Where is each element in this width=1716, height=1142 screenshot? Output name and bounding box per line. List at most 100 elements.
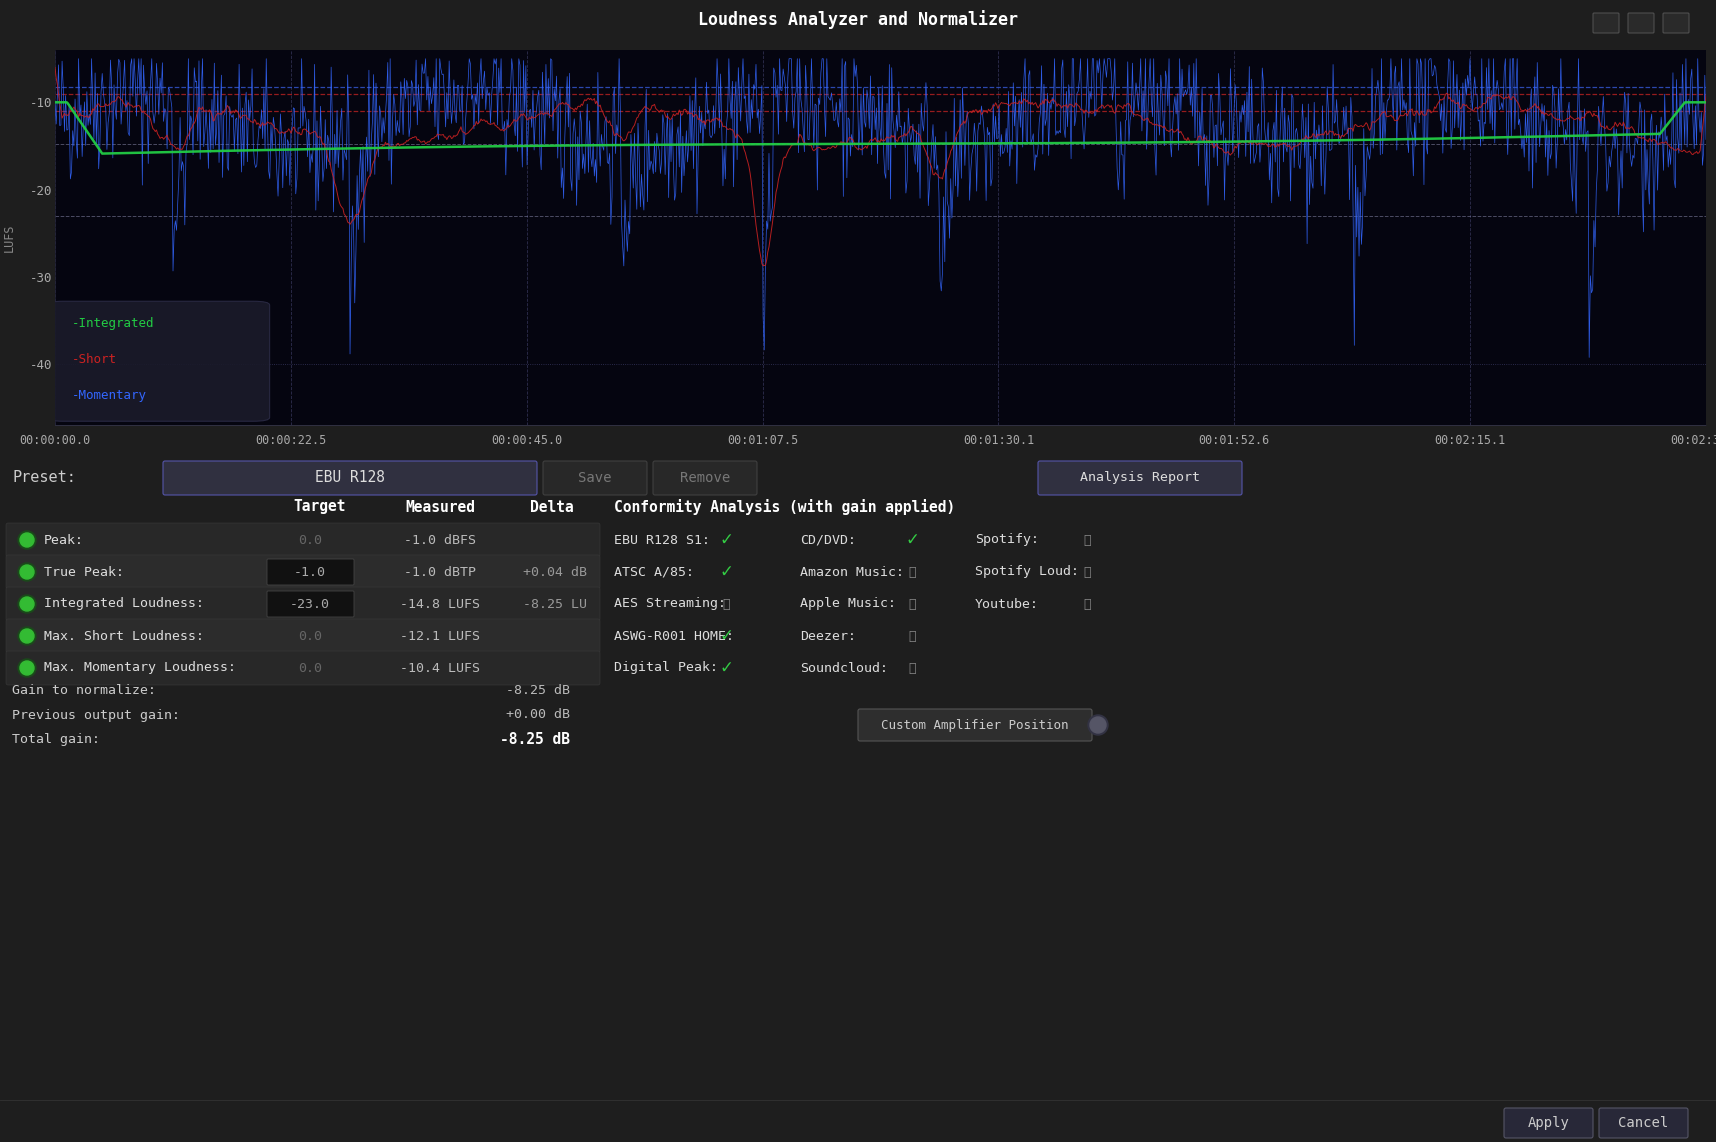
Text: 00:00:45.0: 00:00:45.0 bbox=[491, 434, 563, 447]
Text: Custom Amplifier Position: Custom Amplifier Position bbox=[882, 718, 1069, 732]
Text: ATSC A/85:: ATSC A/85: bbox=[614, 565, 693, 579]
Text: 0.0: 0.0 bbox=[299, 629, 323, 643]
Text: EBU R128: EBU R128 bbox=[316, 471, 384, 485]
FancyBboxPatch shape bbox=[5, 555, 601, 589]
Text: ✓: ✓ bbox=[719, 531, 733, 549]
Text: Save: Save bbox=[578, 471, 611, 485]
Circle shape bbox=[1090, 717, 1107, 733]
Text: CD/DVD:: CD/DVD: bbox=[800, 533, 856, 547]
Text: ✕: ✕ bbox=[1673, 13, 1680, 25]
FancyBboxPatch shape bbox=[542, 461, 647, 494]
Text: Soundcloud:: Soundcloud: bbox=[800, 661, 887, 675]
Text: 0.0: 0.0 bbox=[299, 661, 323, 675]
Text: Apple Music:: Apple Music: bbox=[800, 597, 896, 611]
Text: -Momentary: -Momentary bbox=[72, 388, 146, 402]
Circle shape bbox=[21, 533, 34, 547]
Circle shape bbox=[1088, 715, 1109, 735]
Text: □: □ bbox=[1637, 13, 1644, 25]
FancyBboxPatch shape bbox=[858, 709, 1091, 741]
Text: -8.25 LU: -8.25 LU bbox=[523, 597, 587, 611]
Circle shape bbox=[17, 531, 36, 549]
Text: 00:02:37.7: 00:02:37.7 bbox=[1670, 434, 1716, 447]
FancyBboxPatch shape bbox=[1599, 1108, 1689, 1137]
Text: ASWG-R001 HOME:: ASWG-R001 HOME: bbox=[614, 629, 734, 643]
Text: AES Streaming:: AES Streaming: bbox=[614, 597, 726, 611]
Text: Total gain:: Total gain: bbox=[12, 732, 100, 746]
Text: 🎧: 🎧 bbox=[908, 661, 916, 675]
FancyBboxPatch shape bbox=[1503, 1108, 1592, 1137]
Text: ✓: ✓ bbox=[719, 627, 733, 645]
Text: 0.0: 0.0 bbox=[299, 533, 323, 547]
Text: -12.1 LUFS: -12.1 LUFS bbox=[400, 629, 480, 643]
Circle shape bbox=[17, 595, 36, 613]
Text: Youtube:: Youtube: bbox=[975, 597, 1038, 611]
Text: 00:00:22.5: 00:00:22.5 bbox=[256, 434, 326, 447]
Text: Max. Short Loudness:: Max. Short Loudness: bbox=[45, 629, 204, 643]
Text: ▼: ▼ bbox=[522, 473, 529, 483]
Text: True Peak:: True Peak: bbox=[45, 565, 124, 579]
FancyBboxPatch shape bbox=[268, 558, 353, 585]
Circle shape bbox=[21, 597, 34, 611]
Text: 🎧: 🎧 bbox=[1083, 565, 1091, 579]
Text: Target: Target bbox=[293, 499, 347, 515]
Text: ✓: ✓ bbox=[904, 531, 920, 549]
Text: 00:02:15.1: 00:02:15.1 bbox=[1435, 434, 1505, 447]
Text: 🎧: 🎧 bbox=[722, 597, 729, 611]
Text: 🎧: 🎧 bbox=[908, 565, 916, 579]
Text: Conformity Analysis (with gain applied): Conformity Analysis (with gain applied) bbox=[614, 499, 956, 515]
FancyBboxPatch shape bbox=[163, 461, 537, 494]
Circle shape bbox=[17, 563, 36, 581]
Text: -8.25 dB: -8.25 dB bbox=[506, 684, 570, 698]
Text: ✓: ✓ bbox=[719, 659, 733, 677]
Text: Peak:: Peak: bbox=[45, 533, 84, 547]
Text: Amazon Music:: Amazon Music: bbox=[800, 565, 904, 579]
Text: Apply: Apply bbox=[1527, 1116, 1570, 1129]
Circle shape bbox=[17, 627, 36, 645]
Text: +0.04 dB: +0.04 dB bbox=[523, 565, 587, 579]
Text: Spotify Loud:: Spotify Loud: bbox=[975, 565, 1079, 579]
Text: 🎧: 🎧 bbox=[1083, 533, 1091, 547]
Text: 🎧: 🎧 bbox=[908, 597, 916, 611]
Circle shape bbox=[21, 565, 34, 579]
FancyBboxPatch shape bbox=[654, 461, 757, 494]
Text: EBU R128 S1:: EBU R128 S1: bbox=[614, 533, 710, 547]
FancyBboxPatch shape bbox=[1592, 13, 1618, 33]
Text: -1.0 dBFS: -1.0 dBFS bbox=[403, 533, 475, 547]
FancyBboxPatch shape bbox=[5, 523, 601, 557]
Text: 00:01:30.1: 00:01:30.1 bbox=[963, 434, 1035, 447]
Circle shape bbox=[21, 661, 34, 675]
Circle shape bbox=[21, 629, 34, 643]
Text: Previous output gain:: Previous output gain: bbox=[12, 708, 180, 722]
Text: +0.00 dB: +0.00 dB bbox=[506, 708, 570, 722]
FancyBboxPatch shape bbox=[46, 301, 269, 421]
Text: 00:01:07.5: 00:01:07.5 bbox=[728, 434, 798, 447]
FancyBboxPatch shape bbox=[1628, 13, 1654, 33]
Text: 00:01:52.6: 00:01:52.6 bbox=[1199, 434, 1270, 447]
Text: Analysis Report: Analysis Report bbox=[1079, 472, 1199, 484]
Text: 00:00:00.0: 00:00:00.0 bbox=[19, 434, 91, 447]
Text: Loudness Analyzer and Normalizer: Loudness Analyzer and Normalizer bbox=[698, 10, 1018, 30]
Text: Digital Peak:: Digital Peak: bbox=[614, 661, 717, 675]
Text: Measured: Measured bbox=[405, 499, 475, 515]
Text: Spotify:: Spotify: bbox=[975, 533, 1038, 547]
Text: Max. Momentary Loudness:: Max. Momentary Loudness: bbox=[45, 661, 237, 675]
Text: -1.0: -1.0 bbox=[293, 565, 326, 579]
Text: Cancel: Cancel bbox=[1618, 1116, 1668, 1129]
FancyBboxPatch shape bbox=[5, 587, 601, 621]
Text: Gain to normalize:: Gain to normalize: bbox=[12, 684, 156, 698]
Text: -14.8 LUFS: -14.8 LUFS bbox=[400, 597, 480, 611]
Text: -23.0: -23.0 bbox=[290, 597, 329, 611]
FancyBboxPatch shape bbox=[5, 651, 601, 685]
Text: LUFS: LUFS bbox=[2, 223, 15, 251]
Text: ✓: ✓ bbox=[719, 563, 733, 581]
Text: -10.4 LUFS: -10.4 LUFS bbox=[400, 661, 480, 675]
Text: -8.25 dB: -8.25 dB bbox=[499, 732, 570, 747]
FancyBboxPatch shape bbox=[5, 619, 601, 653]
Text: -Short: -Short bbox=[72, 353, 117, 365]
Text: 🎧: 🎧 bbox=[908, 629, 916, 643]
FancyBboxPatch shape bbox=[268, 592, 353, 617]
Text: ─: ─ bbox=[1603, 13, 1610, 25]
Text: -1.0 dBTP: -1.0 dBTP bbox=[403, 565, 475, 579]
FancyBboxPatch shape bbox=[1038, 461, 1242, 494]
Text: Integrated Loudness:: Integrated Loudness: bbox=[45, 597, 204, 611]
